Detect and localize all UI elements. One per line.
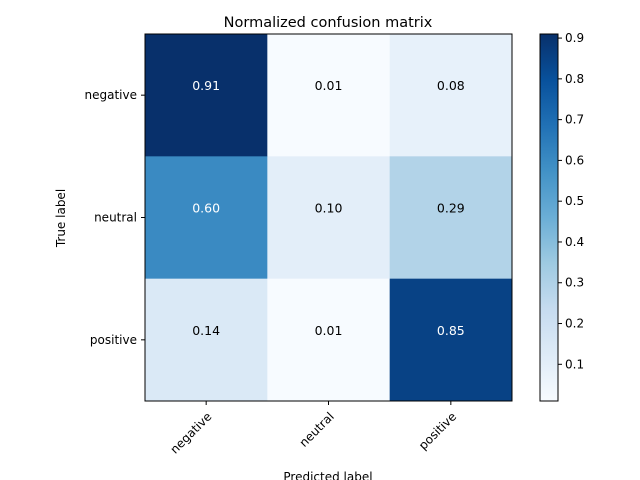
heatmap-cells xyxy=(145,34,513,402)
colorbar-ticks: 0.1 0.2 0.3 0.4 0.5 0.6 0.7 0.8 0.9 xyxy=(558,31,584,371)
heatmap-cell-negative-negative xyxy=(145,34,268,157)
cell-value-label: 0.91 xyxy=(192,78,220,93)
colorbar xyxy=(539,33,559,402)
colorbar-tick-label: 0.7 xyxy=(565,113,584,127)
y-axis-label: True label xyxy=(54,189,68,248)
cell-value-label: 0.01 xyxy=(315,323,343,338)
x-tick-label: negative xyxy=(167,409,214,456)
x-tick-label: positive xyxy=(416,409,459,452)
heatmap-cell-negative-neutral xyxy=(267,34,391,157)
colorbar-tick-label: 0.2 xyxy=(565,317,584,331)
x-tick-label: neutral xyxy=(297,409,337,449)
heatmap-cell-negative-positive xyxy=(389,34,513,157)
cell-value-label: 0.10 xyxy=(315,201,343,216)
chart-title: Normalized confusion matrix xyxy=(224,15,433,31)
cell-value-label: 0.01 xyxy=(315,78,343,93)
colorbar-tick-label: 0.5 xyxy=(565,194,584,208)
y-tick-label: negative xyxy=(85,88,137,102)
colorbar-tick-label: 0.6 xyxy=(565,153,584,167)
heatmap-cell-positive-positive xyxy=(389,278,513,402)
heatmap-cell-neutral-positive xyxy=(389,156,513,280)
colorbar-tick-label: 0.8 xyxy=(565,72,584,86)
cell-value-label: 0.14 xyxy=(192,323,220,338)
cell-value-label: 0.29 xyxy=(437,201,465,216)
colorbar-tick-label: 0.3 xyxy=(565,276,584,290)
cell-value-label: 0.08 xyxy=(437,78,465,93)
y-tick-label: neutral xyxy=(94,211,137,225)
colorbar-tick-label: 0.1 xyxy=(565,357,584,371)
colorbar-tick-label: 0.4 xyxy=(565,235,584,249)
x-axis-ticks: negative neutral positive xyxy=(167,401,459,456)
y-tick-label: positive xyxy=(90,333,137,347)
heatmap-cell-positive-neutral xyxy=(267,278,391,402)
y-axis-ticks: negative neutral positive xyxy=(85,88,145,347)
colorbar-tick-label: 0.9 xyxy=(565,31,584,45)
heatmap-cell-labels: 0.91 0.01 0.08 0.60 0.10 0.29 0.14 0.01 0.85 xyxy=(192,78,465,338)
heatmap-cell-positive-negative xyxy=(145,278,268,402)
heatmap-cell-neutral-negative xyxy=(145,156,268,280)
cell-value-label: 0.60 xyxy=(192,201,220,216)
cell-value-label: 0.85 xyxy=(437,323,465,338)
heatmap-cell-neutral-neutral xyxy=(267,156,391,280)
x-axis-label: Predicted label xyxy=(283,470,372,480)
